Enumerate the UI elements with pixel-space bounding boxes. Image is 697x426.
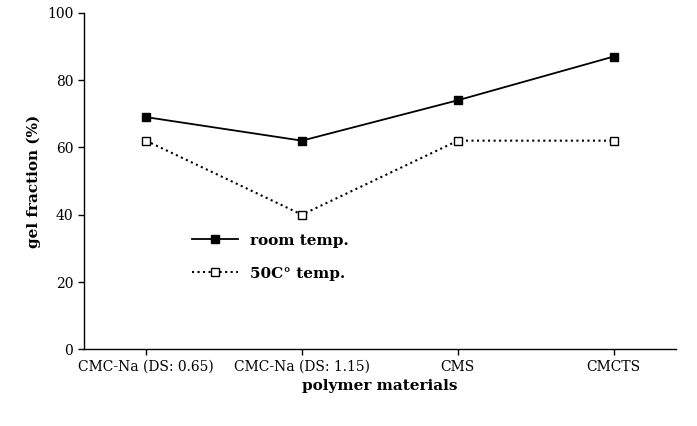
X-axis label: polymer materials: polymer materials [302, 379, 458, 393]
room temp. [610, 54, 618, 59]
Y-axis label: gel fraction (%): gel fraction (%) [27, 115, 41, 248]
room temp. [454, 98, 462, 103]
Legend: room temp., 50C° temp.: room temp., 50C° temp. [192, 233, 348, 281]
50C° temp. [610, 138, 618, 143]
room temp. [141, 115, 150, 120]
50C° temp. [141, 138, 150, 143]
Line: room temp.: room temp. [141, 52, 618, 145]
50C° temp. [298, 212, 306, 217]
Line: 50C° temp.: 50C° temp. [141, 136, 618, 219]
room temp. [298, 138, 306, 143]
50C° temp. [454, 138, 462, 143]
